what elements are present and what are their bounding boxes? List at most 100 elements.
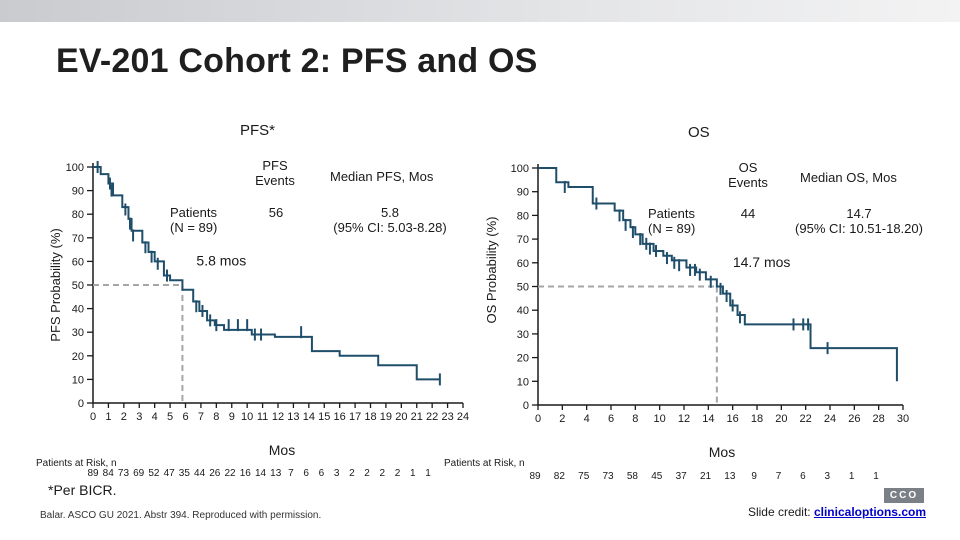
pfs-x-axis-label: Mos	[269, 442, 295, 458]
os-y-axis-label: OS Probability (%)	[484, 217, 499, 324]
pfs-x-tick-label: 6	[182, 411, 188, 423]
os-y-tick-label: 70	[517, 234, 529, 246]
os-y-tick-label: 90	[517, 187, 529, 199]
os-at-risk-label: Patients at Risk, n	[444, 458, 525, 469]
os-x-tick-label: 26	[848, 413, 860, 425]
slide-title: EV-201 Cohort 2: PFS and OS	[56, 42, 538, 80]
pfs-events-value: 56	[268, 205, 284, 220]
pfs-x-tick-label: 23	[441, 411, 453, 423]
os-median-annotation: 14.7 mos	[733, 254, 791, 270]
os-y-tick-label: 40	[517, 305, 529, 317]
pfs-median-header: Median PFS, Mos	[330, 169, 434, 184]
pfs-at-risk-value: 22	[224, 468, 236, 479]
pfs-x-tick-label: 18	[364, 411, 376, 423]
pfs-at-risk-value: 1	[410, 468, 416, 479]
pfs-x-tick-label: 15	[318, 411, 330, 423]
pfs-x-tick-label: 3	[136, 411, 142, 423]
pfs-x-tick-label: 10	[241, 411, 253, 423]
os-y-tick-label: 0	[523, 400, 529, 412]
pfs-at-risk-value: 44	[194, 468, 206, 479]
pfs-y-tick-label: 30	[72, 327, 84, 339]
pfs-x-tick-label: 17	[349, 411, 361, 423]
os-at-risk-value: 89	[529, 471, 541, 482]
footnote: *Per BICR.	[48, 482, 117, 498]
pfs-y-tick-label: 80	[72, 209, 84, 221]
pfs-x-tick-label: 13	[287, 411, 299, 423]
pfs-y-tick-label: 100	[66, 162, 84, 174]
pfs-x-tick-label: 24	[457, 411, 469, 423]
pfs-x-tick-label: 8	[213, 411, 219, 423]
pfs-at-risk-value: 52	[148, 468, 160, 479]
os-y-tick-label: 80	[517, 210, 529, 222]
pfs-y-tick-label: 90	[72, 186, 84, 198]
pfs-at-risk-value: 6	[303, 468, 309, 479]
credit-link[interactable]: clinicaloptions.com	[813, 505, 926, 519]
os-x-tick-label: 0	[535, 413, 541, 425]
os-events-value: 44	[740, 206, 756, 221]
os-at-risk-value: 82	[554, 471, 566, 482]
pfs-at-risk-value: 2	[380, 468, 386, 479]
os-y-tick-label: 20	[517, 353, 529, 365]
os-panel-title: OS	[688, 124, 710, 141]
pfs-at-risk-label: Patients at Risk, n	[36, 458, 117, 469]
os-x-tick-label: 6	[608, 413, 614, 425]
pfs-at-risk-value: 73	[118, 468, 130, 479]
os-at-risk-value: 58	[627, 471, 639, 482]
pfs-median-annotation: 5.8 mos	[196, 252, 246, 268]
os-at-risk-value: 7	[776, 471, 782, 482]
pfs-at-risk-value: 26	[209, 468, 221, 479]
os-at-risk-value: 37	[676, 471, 688, 482]
os-y-tick-label: 60	[517, 258, 529, 270]
pfs-patients-label: Patients (N = 89)	[170, 205, 218, 235]
pfs-y-tick-label: 0	[78, 398, 84, 410]
citation: Balar. ASCO GU 2021. Abstr 394. Reproduc…	[40, 510, 322, 521]
pfs-x-tick-label: 16	[334, 411, 346, 423]
pfs-x-tick-label: 12	[272, 411, 284, 423]
cco-logo: CCO	[884, 488, 924, 503]
pfs-x-tick-label: 9	[229, 411, 235, 423]
os-at-risk-value: 1	[873, 471, 879, 482]
pfs-events-header: PFS Events	[255, 158, 295, 188]
pfs-at-risk-value: 14	[255, 468, 267, 479]
pfs-y-tick-label: 70	[72, 233, 84, 245]
pfs-at-risk-value: 1	[425, 468, 431, 479]
os-x-tick-label: 22	[800, 413, 812, 425]
os-y-tick-label: 30	[517, 329, 529, 341]
os-at-risk-value: 45	[651, 471, 663, 482]
pfs-y-tick-label: 10	[72, 374, 84, 386]
os-x-tick-label: 2	[559, 413, 565, 425]
pfs-x-tick-label: 22	[426, 411, 438, 423]
os-x-tick-label: 14	[702, 413, 714, 425]
os-median-value: 14.7 (95% CI: 10.51-18.20)	[795, 206, 923, 236]
pfs-x-tick-label: 11	[257, 411, 268, 423]
os-x-tick-label: 30	[897, 413, 909, 425]
os-km-curve	[538, 167, 898, 382]
os-at-risk-value: 9	[751, 471, 757, 482]
os-at-risk-value: 6	[800, 471, 806, 482]
pfs-x-tick-label: 1	[105, 411, 111, 423]
os-x-tick-label: 18	[751, 413, 763, 425]
os-x-tick-label: 10	[654, 413, 666, 425]
pfs-x-tick-label: 5	[167, 411, 173, 423]
pfs-at-risk-value: 89	[87, 468, 99, 479]
pfs-at-risk-value: 47	[164, 468, 176, 479]
pfs-at-risk-value: 13	[270, 468, 282, 479]
pfs-at-risk-value: 3	[334, 468, 340, 479]
pfs-at-risk-value: 84	[103, 468, 115, 479]
pfs-x-tick-label: 0	[90, 411, 96, 423]
os-median-header: Median OS, Mos	[800, 170, 897, 185]
pfs-at-risk-value: 7	[288, 468, 294, 479]
os-x-tick-label: 4	[584, 413, 590, 425]
pfs-x-tick-label: 19	[380, 411, 392, 423]
os-x-tick-label: 28	[873, 413, 885, 425]
pfs-at-risk-value: 6	[319, 468, 325, 479]
pfs-y-tick-label: 40	[72, 304, 84, 316]
os-y-tick-label: 10	[517, 376, 529, 388]
pfs-km-curve	[93, 166, 440, 381]
pfs-y-tick-label: 60	[72, 256, 84, 268]
os-at-risk-value: 75	[578, 471, 590, 482]
pfs-x-tick-label: 20	[395, 411, 407, 423]
pfs-median-value: 5.8 (95% CI: 5.03-8.28)	[333, 205, 447, 235]
os-patients-label: Patients (N = 89)	[648, 206, 696, 236]
pfs-at-risk-value: 35	[179, 468, 191, 479]
